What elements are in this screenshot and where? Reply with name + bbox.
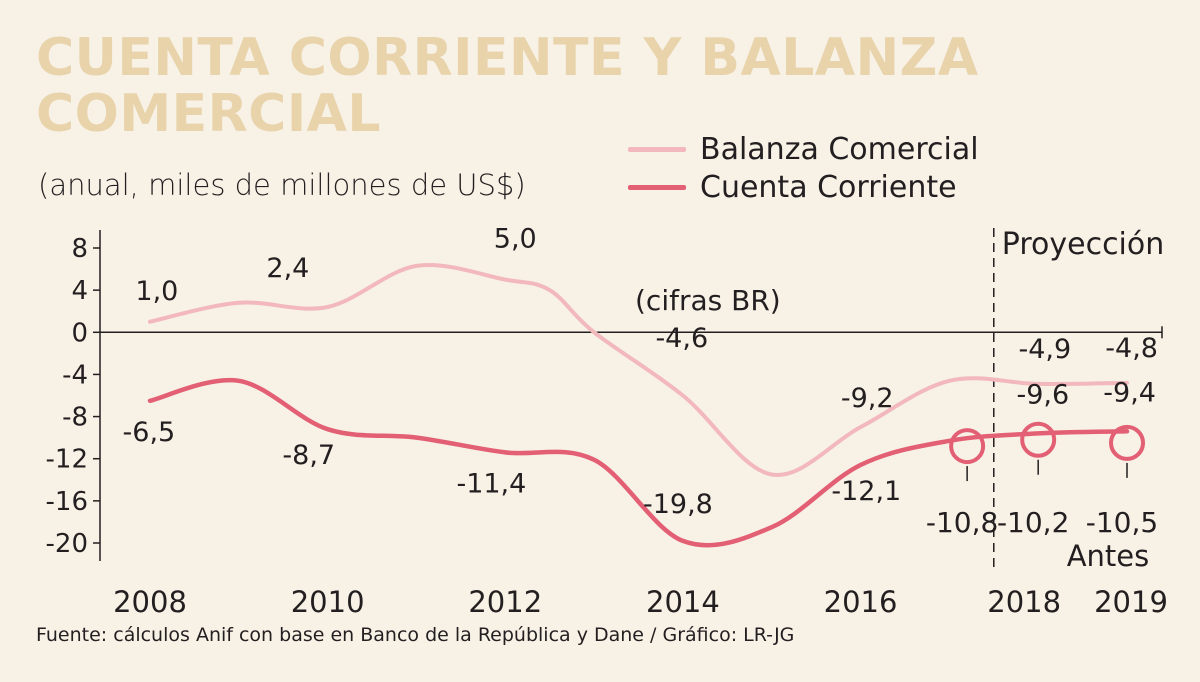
x-tick-label: 2014 bbox=[646, 585, 720, 619]
cuenta-data-label: -11,4 bbox=[456, 468, 526, 499]
legend: Balanza Comercial Cuenta Corriente bbox=[628, 130, 979, 206]
cifras-br-label: (cifras BR) bbox=[635, 284, 781, 317]
y-tick-label: -16 bbox=[46, 487, 88, 517]
cuenta-data-label: -8,7 bbox=[282, 440, 335, 471]
antes-label: Antes bbox=[1067, 539, 1150, 573]
y-tick-label: -12 bbox=[46, 445, 88, 475]
previous-estimate-marker bbox=[949, 428, 986, 465]
legend-item-balanza: Balanza Comercial bbox=[628, 130, 979, 168]
x-tick-label: 2019 bbox=[1094, 585, 1168, 619]
cuenta-data-label: -6,5 bbox=[123, 417, 176, 448]
balanza-data-label: -9,2 bbox=[841, 383, 894, 414]
legend-swatch-balanza bbox=[628, 146, 686, 152]
legend-swatch-cuenta bbox=[628, 184, 686, 190]
x-tick-label: 2018 bbox=[987, 585, 1061, 619]
y-tick-label: -8 bbox=[62, 403, 88, 433]
previous-estimate-label: -10,5 bbox=[1086, 506, 1158, 539]
chart-title: CUENTA CORRIENTE Y BALANZA COMERCIAL bbox=[36, 28, 979, 144]
balanza-data-label: -4,9 bbox=[1018, 334, 1071, 365]
y-tick-label: 8 bbox=[71, 234, 88, 264]
previous-estimate-label: -10,2 bbox=[997, 506, 1069, 539]
cuenta-data-label: -9,6 bbox=[1016, 379, 1069, 410]
x-tick-label: 2008 bbox=[113, 585, 187, 619]
balanza-data-label: 1,0 bbox=[135, 276, 178, 307]
y-tick-label: 0 bbox=[71, 318, 88, 348]
balanza-data-label: 5,0 bbox=[494, 224, 537, 255]
y-tick-label: -4 bbox=[62, 360, 88, 390]
cuenta-data-label: -9,4 bbox=[1103, 377, 1156, 408]
y-tick-label: 4 bbox=[71, 276, 88, 306]
legend-item-cuenta: Cuenta Corriente bbox=[628, 168, 979, 206]
x-tick-label: 2016 bbox=[824, 585, 898, 619]
source-note: Fuente: cálculos Anif con base en Banco … bbox=[36, 624, 795, 646]
previous-estimate-label: -10,8 bbox=[926, 506, 998, 539]
cuenta-data-label: -12,1 bbox=[831, 476, 901, 507]
legend-label-balanza: Balanza Comercial bbox=[700, 131, 979, 167]
legend-label-cuenta: Cuenta Corriente bbox=[700, 169, 957, 205]
previous-estimate-marker bbox=[1109, 424, 1145, 461]
x-tick-label: 2012 bbox=[468, 585, 542, 619]
previous-estimate-marker bbox=[1020, 421, 1057, 458]
balanza-data-label: -4,6 bbox=[655, 323, 708, 354]
balanza-data-label: -4,8 bbox=[1105, 333, 1158, 364]
balanza-data-label: 2,4 bbox=[266, 253, 309, 284]
chart-subtitle: (anual, miles de millones de US$) bbox=[38, 168, 526, 202]
y-tick-label: -20 bbox=[46, 529, 88, 559]
x-tick-label: 2010 bbox=[291, 585, 365, 619]
balanza-comercial-line bbox=[148, 263, 1129, 477]
projection-label: Proyección bbox=[1002, 227, 1165, 262]
cuenta-data-label: -19,8 bbox=[643, 489, 713, 520]
